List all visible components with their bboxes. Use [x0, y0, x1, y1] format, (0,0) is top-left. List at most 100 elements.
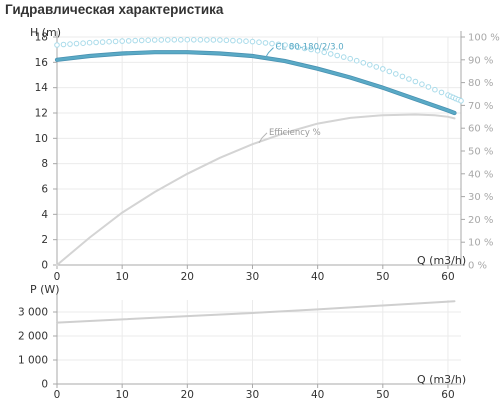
- series-dot-point: [393, 71, 399, 77]
- y-tick-label: 1 000: [18, 355, 48, 367]
- y2-tick-label: 50 %: [468, 147, 493, 158]
- series-dot-point: [275, 41, 282, 48]
- series-dot-point: [282, 42, 288, 48]
- series-dot-point: [106, 38, 112, 45]
- y-axis-title: P (W): [30, 283, 60, 296]
- series-dot-point: [158, 37, 165, 43]
- x-tick-label: 20: [181, 389, 194, 400]
- series-dot-point: [125, 38, 132, 44]
- x-tick-label: 50: [376, 389, 389, 400]
- series-dot-point: [353, 57, 360, 64]
- efficiency-curve-line: [56, 113, 456, 266]
- head-series-label: CL 80-180/2/3.0: [276, 43, 344, 53]
- y2-tick-label: 90 %: [468, 55, 493, 66]
- series-dot-point: [321, 49, 328, 56]
- x-tick-label: 30: [246, 271, 259, 283]
- x-tick-label: 40: [311, 389, 324, 400]
- series-dot-point: [360, 60, 367, 66]
- x-tick-label: 10: [115, 271, 128, 283]
- y-tick-label: 18: [35, 32, 48, 44]
- series-dot-point: [347, 55, 354, 62]
- series-dot-point: [425, 84, 432, 90]
- series-dot-point: [386, 68, 393, 75]
- series-dot-point: [288, 43, 295, 49]
- series-dot-point: [145, 37, 151, 44]
- series-dot-point: [80, 40, 86, 47]
- x-tick-label: 0: [54, 271, 61, 283]
- series-dot-point: [406, 76, 412, 82]
- series-dot-point: [171, 37, 178, 43]
- efficiency-series-label: Efficiency %: [269, 128, 321, 138]
- top-chart-labels: 0 10 20 30 40 50 60 0 2 4 6 8 10 12 14 16 18 0 % 10 % 20 % 3…: [30, 26, 500, 283]
- series-dot-point: [60, 41, 67, 48]
- y2-tick-label: 100 %: [468, 33, 500, 44]
- power-chart-axes: [53, 294, 461, 388]
- series-dot-point: [236, 38, 243, 44]
- y2-tick-label: 40 %: [468, 169, 493, 180]
- series-dot-point: [184, 36, 191, 43]
- x-tick-label: 0: [54, 389, 61, 400]
- head-curve-line: [55, 50, 456, 115]
- series-dot-point: [99, 39, 106, 45]
- series-dot-point: [86, 39, 93, 46]
- y-tick-label: 4: [41, 209, 48, 221]
- x-axis-title: Q (m3/h): [417, 254, 466, 267]
- series-dot-point: [367, 62, 373, 68]
- y-tick-label: 2: [41, 234, 48, 246]
- series-dot-point: [314, 47, 321, 54]
- top-chart-grid: [56, 36, 461, 265]
- series-dot-point: [73, 40, 80, 47]
- series-dot-point: [93, 39, 99, 46]
- y-tick-label: 10: [35, 133, 48, 145]
- series-dot-point: [243, 38, 249, 45]
- y2-tick-label: 10 %: [468, 238, 493, 249]
- series-dot-point: [217, 37, 223, 43]
- power-chart-series: [56, 300, 456, 324]
- y-tick-label: 14: [35, 82, 49, 94]
- efficiency-label-leader: [258, 132, 268, 144]
- x-tick-label: 10: [115, 389, 128, 400]
- power-curve-line: [56, 300, 456, 324]
- series-dot-point: [399, 73, 406, 80]
- series-dot-point: [380, 66, 386, 72]
- x-tick-label: 20: [181, 271, 194, 283]
- series-dot-point: [112, 38, 119, 45]
- y2-tick-label: 0 %: [468, 261, 487, 272]
- series-dot-point: [373, 64, 380, 70]
- head-label-leader: [265, 47, 274, 58]
- y-tick-label: 16: [35, 57, 49, 69]
- y-tick-label: 6: [41, 184, 48, 196]
- series-dot-point: [178, 37, 184, 43]
- y2-tick-label: 70 %: [468, 101, 493, 112]
- y-tick-label: 12: [35, 108, 48, 120]
- head-curve-outline: [54, 50, 457, 116]
- y-tick-label: 3 000: [18, 307, 48, 319]
- series-dot-point: [230, 37, 236, 44]
- y-tick-label: 0: [41, 379, 48, 391]
- y2-tick-label: 60 %: [468, 124, 493, 135]
- series-dot-point: [340, 54, 347, 60]
- y-tick-label: 2 000: [18, 331, 48, 343]
- series-dot-point: [54, 42, 60, 48]
- series-dot-point: [204, 37, 210, 43]
- series-dot-point: [308, 46, 314, 53]
- series-dot-point: [438, 89, 445, 96]
- y2-tick-label: 30 %: [468, 192, 493, 203]
- power-chart-labels: 0 10 20 30 40 50 60 0 1 000 2 000 3 000 P (W) Q (m3/…: [18, 283, 466, 400]
- series-dot-point: [262, 40, 269, 46]
- series-dot-point: [249, 38, 256, 45]
- series-dot-point: [419, 81, 425, 87]
- top-chart-axes: [53, 31, 465, 269]
- series-dot-point: [67, 41, 73, 47]
- x-axis-title: Q (m3/h): [417, 373, 466, 386]
- x-tick-label: 60: [441, 389, 454, 400]
- series-dot-point: [334, 52, 341, 59]
- x-tick-label: 60: [441, 271, 454, 283]
- series-dot-point: [458, 98, 464, 104]
- top-chart-series: [54, 36, 464, 266]
- series-dot-point: [132, 37, 138, 44]
- series-dot-point: [301, 45, 308, 52]
- series-dot-point: [223, 37, 230, 44]
- series-dot-point: [256, 39, 262, 46]
